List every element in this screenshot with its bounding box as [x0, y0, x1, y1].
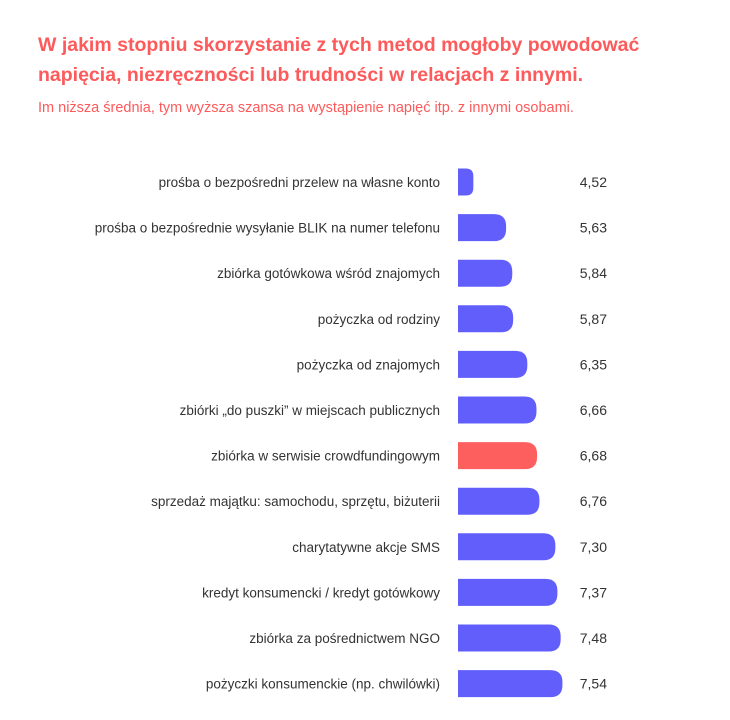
category-label: pożyczki konsumenckie (np. chwilówki): [206, 677, 440, 692]
value-label: 5,87: [580, 311, 607, 327]
bar: [458, 214, 507, 242]
bar: [458, 670, 563, 698]
value-label: 7,48: [580, 630, 607, 646]
value-label: 7,30: [580, 539, 607, 555]
category-label: prośba o bezpośredni przelew na własne k…: [159, 175, 440, 190]
category-label: zbiórki „do puszki” w miejscach publiczn…: [180, 403, 440, 418]
category-label: prośba o bezpośrednie wysyłanie BLIK na …: [95, 221, 440, 236]
category-label: charytatywne akcje SMS: [292, 540, 440, 555]
bar: [458, 168, 474, 196]
value-label: 5,63: [580, 220, 607, 236]
category-label: zbiórka gotówkowa wśród znajomych: [217, 266, 440, 281]
bar: [458, 487, 540, 515]
category-label: pożyczka od znajomych: [297, 357, 440, 372]
value-label: 4,52: [580, 174, 607, 190]
bar: [458, 578, 558, 606]
category-label: pożyczka od rodziny: [318, 312, 441, 327]
bar: [458, 533, 556, 561]
value-label: 6,66: [580, 402, 607, 418]
value-label: 7,54: [580, 676, 607, 692]
value-label: 6,68: [580, 448, 607, 464]
chart-subtitle: Im niższa średnia, tym wyższa szansa na …: [38, 100, 574, 116]
bar: [458, 442, 538, 470]
bar: [458, 350, 528, 378]
bar: [458, 305, 514, 333]
category-label: kredyt konsumencki / kredyt gotówkowy: [202, 585, 440, 600]
chart-header: W jakim stopniu skorzystanie z tych meto…: [38, 30, 718, 118]
value-label: 6,76: [580, 493, 607, 509]
bar: [458, 259, 513, 287]
category-label: zbiórka za pośrednictwem NGO: [249, 631, 440, 646]
value-label: 6,35: [580, 356, 607, 372]
bar: [458, 624, 561, 652]
value-label: 5,84: [580, 265, 607, 281]
category-label: zbiórka w serwisie crowdfundingowym: [211, 449, 440, 464]
category-label: sprzedaż majątku: samochodu, sprzętu, bi…: [151, 494, 440, 509]
chart-title: W jakim stopniu skorzystanie z tych meto…: [38, 34, 640, 86]
bar: [458, 396, 537, 424]
value-label: 7,37: [580, 584, 607, 600]
